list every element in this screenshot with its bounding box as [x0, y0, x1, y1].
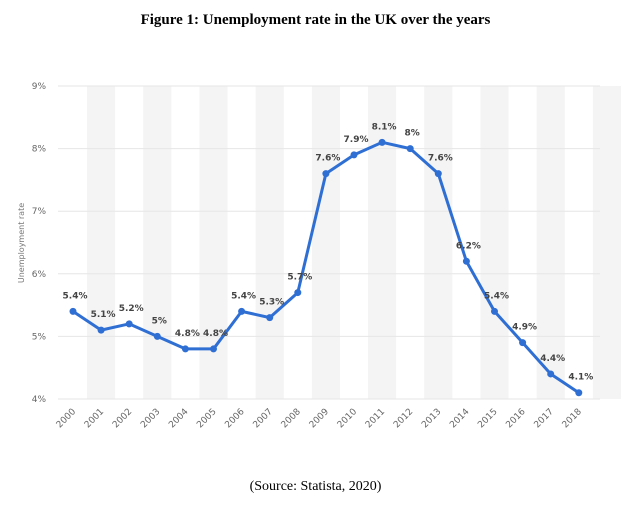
data-point: [406, 145, 414, 153]
y-tick-label: 6%: [32, 270, 47, 280]
data-point: [575, 389, 583, 397]
y-tick-label: 5%: [32, 332, 47, 342]
x-axis-ticks: 2000 2001 2002 2003 2004 2005 2006 2007 2008 2009…: [55, 407, 584, 430]
background-band: [592, 86, 621, 399]
y-axis-label: Unemployment rate: [17, 203, 26, 283]
data-point: [181, 345, 189, 353]
data-point: [434, 170, 442, 178]
data-label: 8%: [405, 129, 420, 139]
x-tick-label: 2015: [476, 407, 499, 430]
x-tick-label: 2007: [252, 407, 275, 430]
y-tick-label: 4%: [32, 395, 47, 405]
data-point: [97, 326, 105, 334]
background-band: [424, 86, 453, 399]
background-band: [311, 86, 340, 399]
x-tick-label: 2001: [83, 407, 106, 430]
data-label: 5.7%: [287, 273, 312, 283]
background-band: [480, 86, 509, 399]
x-tick-label: 2017: [533, 407, 556, 430]
x-tick-label: 2003: [139, 407, 162, 430]
y-axis-ticks: 4% 5% 6% 7% 8% 9%: [32, 82, 47, 405]
x-tick-label: 2009: [308, 407, 331, 430]
data-label: 4.8%: [175, 329, 200, 339]
y-tick-label: 8%: [32, 145, 47, 155]
x-tick-label: 2014: [448, 407, 471, 430]
data-label: 7.6%: [315, 154, 340, 164]
background-band: [143, 86, 172, 399]
data-point: [491, 307, 498, 315]
data-label: 4.9%: [512, 323, 537, 333]
data-point: [462, 257, 470, 265]
data-point: [519, 339, 527, 347]
x-tick-label: 2002: [111, 407, 134, 430]
data-label: 5.1%: [91, 310, 116, 320]
background-band: [87, 86, 116, 399]
source-caption: (Source: Statista, 2020): [249, 479, 382, 494]
data-point: [294, 289, 302, 297]
figure-title: Figure 1: Unemployment rate in the UK ov…: [140, 12, 491, 28]
data-points: [69, 138, 583, 397]
data-label: 4.1%: [568, 373, 593, 383]
data-point: [125, 320, 133, 328]
alternating-bands: [87, 86, 621, 399]
data-label: 7.9%: [344, 135, 369, 145]
data-label: 7.6%: [428, 154, 453, 164]
data-label: 5.4%: [63, 291, 88, 301]
data-label: 5.4%: [484, 291, 509, 301]
data-label: 8.1%: [372, 122, 397, 132]
data-point: [378, 138, 386, 146]
data-label: 6.2%: [456, 241, 481, 251]
x-tick-label: 2004: [167, 407, 190, 430]
background-band: [536, 86, 565, 399]
x-tick-label: 2012: [392, 407, 415, 430]
gridlines: [58, 85, 600, 400]
x-tick-label: 2000: [55, 407, 78, 430]
data-label: 4.4%: [540, 354, 565, 364]
data-label: 4.8%: [203, 329, 228, 339]
data-point: [210, 345, 217, 353]
data-label: 5%: [152, 316, 167, 326]
x-tick-label: 2013: [420, 407, 443, 430]
x-tick-label: 2010: [336, 407, 359, 430]
data-point: [69, 307, 77, 315]
x-tick-label: 2008: [280, 407, 303, 430]
x-tick-label: 2006: [223, 407, 246, 430]
x-tick-label: 2018: [561, 407, 584, 430]
data-point: [238, 307, 246, 315]
x-tick-label: 2011: [364, 407, 387, 430]
x-tick-label: 2016: [504, 407, 527, 430]
data-point: [266, 314, 274, 322]
data-label: 5.3%: [259, 298, 284, 308]
data-label: 5.4%: [231, 291, 256, 301]
data-point: [322, 170, 330, 178]
data-point: [153, 332, 161, 340]
data-labels: 5.4%5.1%5.2%5%4.8% 4.8%5.4%5.3%5.7%7.6%7.…: [63, 122, 594, 382]
y-tick-label: 9%: [32, 82, 47, 92]
data-point: [547, 370, 555, 378]
x-tick-label: 2005: [195, 407, 218, 430]
data-point: [350, 151, 358, 159]
data-label: 5.2%: [119, 304, 144, 314]
background-band: [368, 86, 397, 399]
background-band: [255, 86, 284, 399]
y-tick-label: 7%: [32, 207, 47, 217]
